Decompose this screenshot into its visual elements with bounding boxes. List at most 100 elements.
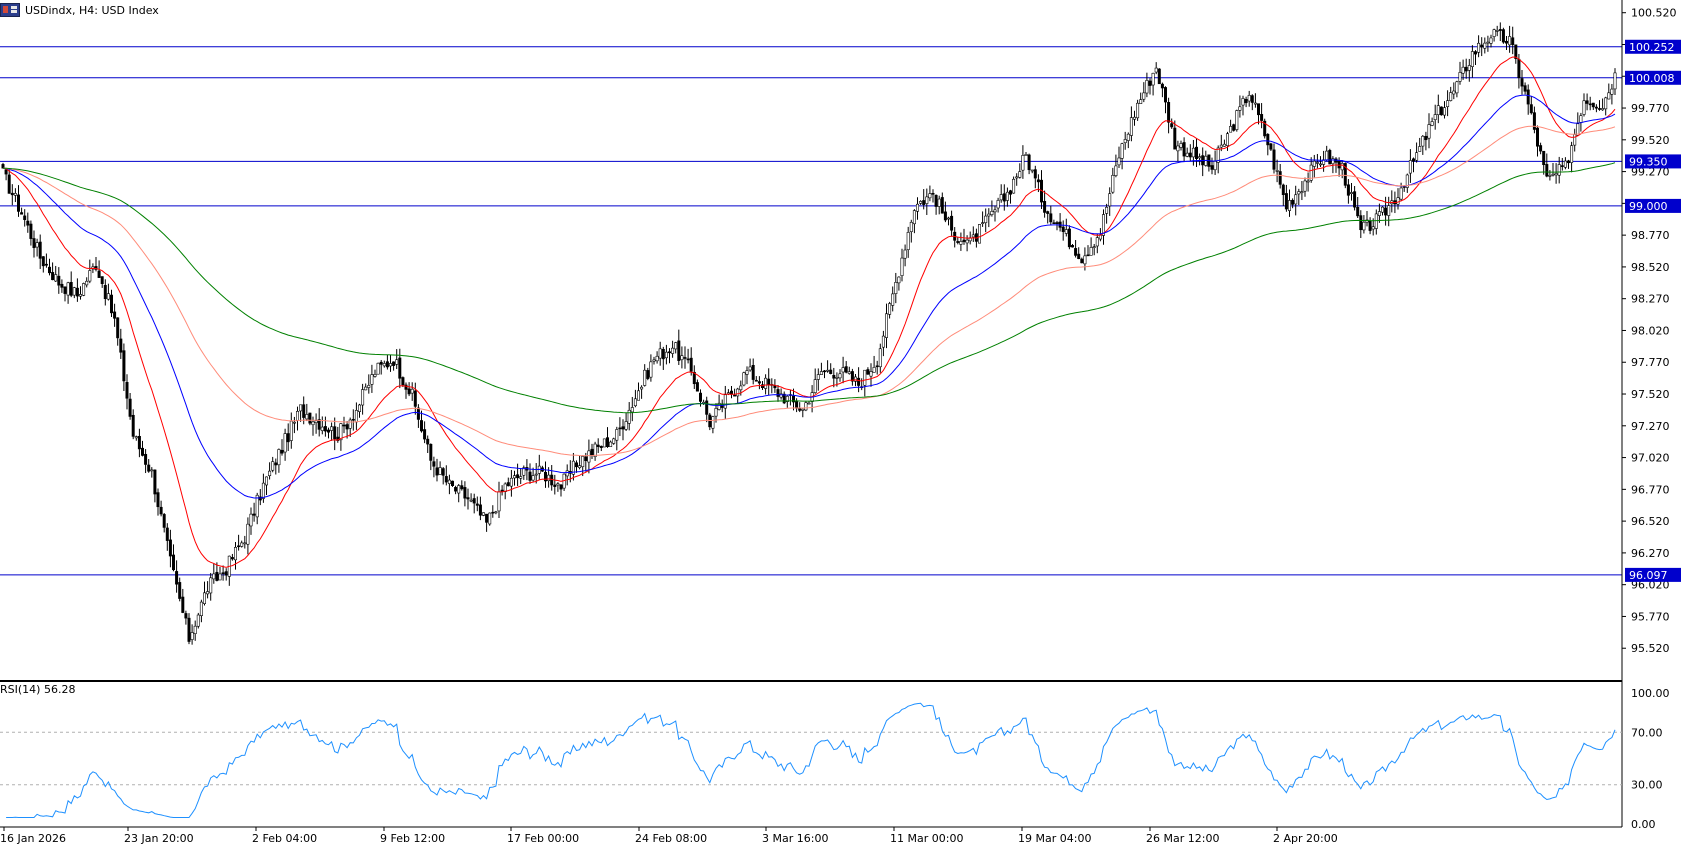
time-tick-label: 19 Mar 04:00: [1018, 832, 1091, 845]
candle-body: [1331, 158, 1335, 165]
candle-body: [361, 389, 365, 406]
moving-average-slow: [2, 125, 1616, 457]
price-tick-label: 97.770: [1631, 356, 1670, 369]
time-tick-label: 16 Jan 2026: [0, 832, 66, 845]
candle-body: [1387, 205, 1391, 216]
candle-body: [342, 424, 346, 427]
candle-body: [866, 369, 870, 375]
candle-body: [237, 545, 241, 548]
candle-body: [218, 573, 222, 581]
candle-body: [1523, 85, 1527, 92]
candle-body: [134, 436, 138, 439]
price-tick-label: 97.270: [1631, 420, 1670, 433]
candle-body: [1154, 67, 1158, 73]
candle-body: [906, 232, 910, 250]
candle-body: [605, 437, 609, 448]
candle-body: [1018, 171, 1022, 178]
candle-body: [897, 276, 901, 284]
candle-body: [977, 224, 981, 244]
candle-body: [392, 361, 396, 366]
candle-body: [295, 411, 299, 421]
candle-body: [909, 221, 913, 232]
candle-body: [1244, 98, 1248, 104]
price-tick-label: 96.270: [1631, 547, 1670, 560]
candle-body: [1598, 108, 1602, 110]
candle-body: [1108, 193, 1112, 207]
candle-body: [13, 193, 17, 196]
candle-body: [547, 474, 551, 482]
candle-body: [119, 338, 123, 353]
candle-body: [1505, 40, 1509, 44]
candle-body: [1241, 98, 1245, 106]
candle-body: [314, 420, 318, 423]
candle-body: [1179, 143, 1183, 148]
candle-body: [1427, 124, 1431, 139]
candle-body: [872, 367, 876, 373]
candle-body: [1412, 158, 1416, 162]
candle-body: [26, 220, 30, 226]
candle-body: [10, 192, 14, 196]
candle-body: [1250, 95, 1254, 103]
candle-body: [82, 283, 86, 296]
level-price-badge: [1625, 39, 1681, 54]
candle-body: [1185, 152, 1189, 157]
candle-body: [1077, 253, 1081, 260]
candle-body: [742, 372, 746, 386]
candle-body: [212, 573, 216, 580]
candle-body: [407, 388, 411, 395]
candle-body: [69, 282, 73, 296]
candle-body: [646, 370, 650, 379]
candle-body: [336, 436, 340, 441]
candle-body: [488, 512, 492, 525]
candle-body: [1570, 145, 1574, 163]
price-tick-label: 97.520: [1631, 388, 1670, 401]
candle-body: [987, 213, 991, 217]
candle-body: [996, 200, 1000, 209]
candle-body: [1452, 90, 1456, 95]
candle-body: [388, 363, 392, 367]
candle-body: [271, 461, 275, 471]
candle-body: [1548, 175, 1552, 177]
candle-body: [277, 449, 281, 466]
candle-body: [1, 164, 5, 169]
candle-body: [804, 402, 808, 411]
candle-body: [574, 462, 578, 468]
candle-body: [962, 239, 966, 242]
candle-body: [875, 365, 879, 368]
candle-body: [863, 369, 867, 386]
candle-body: [965, 239, 969, 244]
candle-body: [264, 476, 268, 486]
candle-body: [1508, 36, 1512, 46]
candle-body: [469, 499, 473, 502]
candle-body: [1467, 65, 1471, 71]
candle-body: [1384, 207, 1388, 216]
candle-body: [881, 335, 885, 348]
candle-body: [243, 542, 247, 545]
candle-body: [1315, 162, 1319, 164]
candle-body: [447, 479, 451, 484]
candle-body: [481, 512, 485, 516]
candle-body: [153, 469, 157, 495]
level-price-badge: [1625, 567, 1681, 582]
candle-body: [1151, 72, 1155, 86]
candle-body: [509, 477, 513, 487]
candle-body: [764, 377, 768, 389]
candle-body: [903, 249, 907, 259]
candle-body: [209, 577, 213, 594]
candle-body: [1139, 99, 1143, 104]
candle-body: [435, 467, 439, 476]
candle-body: [1167, 102, 1171, 123]
candle-body: [1340, 163, 1344, 171]
candle-body: [317, 419, 321, 430]
candle-body: [181, 596, 185, 613]
candle-body: [981, 222, 985, 224]
candle-body: [937, 198, 941, 207]
candle-body: [463, 487, 467, 499]
symbol-title: USDindx, H4: USD Index: [25, 3, 159, 17]
candle-body: [1173, 127, 1177, 150]
candle-body: [1520, 78, 1524, 87]
level-price-label: 100.008: [1629, 72, 1675, 85]
candle-body: [602, 438, 606, 448]
candle-body: [1312, 160, 1316, 167]
